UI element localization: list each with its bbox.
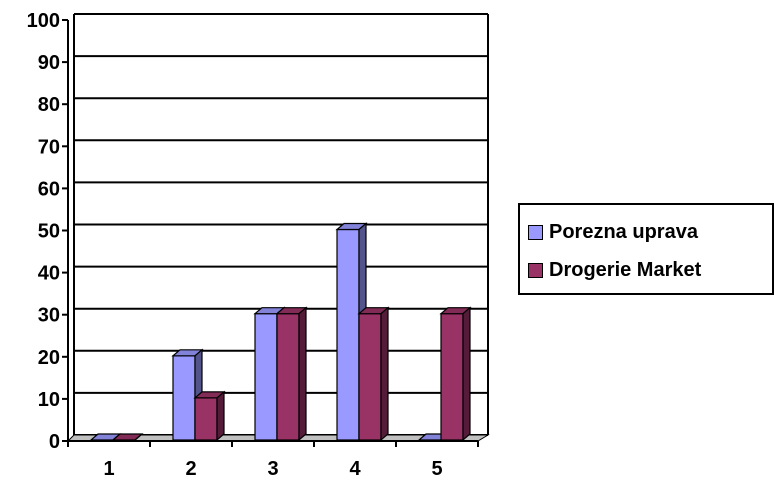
bar <box>193 390 226 442</box>
bar-front <box>194 397 218 441</box>
y-tick-label: 100 <box>27 10 60 32</box>
legend-label: Porezna uprava <box>549 220 698 243</box>
bar <box>439 306 472 442</box>
y-tick-label: 20 <box>38 347 60 369</box>
legend-swatch-drogerie-market <box>528 262 543 278</box>
y-tick-label: 10 <box>38 389 60 411</box>
x-tick-label: 4 <box>349 458 361 480</box>
x-tick-label: 5 <box>431 458 442 480</box>
bar-front <box>358 313 382 441</box>
y-tick-label: 90 <box>38 52 60 74</box>
legend-item-drogerie-market: Drogerie Market <box>528 255 701 285</box>
bar-side <box>216 390 225 442</box>
bar <box>275 306 308 442</box>
bar <box>111 433 144 441</box>
bar-front <box>276 313 300 441</box>
bar-front <box>440 313 464 441</box>
y-tick-label: 50 <box>38 221 60 243</box>
legend-swatch-porezna-uprava <box>528 224 543 240</box>
bar-front <box>254 313 278 441</box>
x-tick-label: 3 <box>267 458 278 480</box>
bar-side <box>462 306 471 442</box>
bar <box>357 306 390 442</box>
y-tick-label: 70 <box>38 136 60 158</box>
bar-front <box>336 228 360 441</box>
legend-item-porezna-uprava: Porezna uprava <box>528 217 698 247</box>
legend: Porezna uprava Drogerie Market <box>518 203 774 295</box>
y-tick-label: 60 <box>38 178 60 200</box>
y-tick-label: 0 <box>49 431 60 453</box>
y-tick-label: 30 <box>38 305 60 327</box>
x-axis-tick-labels: 1 2 3 4 5 <box>103 458 442 480</box>
y-tick-label: 40 <box>38 263 60 285</box>
bar-side <box>298 306 307 442</box>
bars <box>89 222 472 442</box>
x-tick-label: 1 <box>103 458 114 480</box>
bar-front <box>172 355 196 441</box>
x-tick-label: 2 <box>185 458 196 480</box>
bar-side <box>134 433 143 441</box>
legend-label: Drogerie Market <box>549 258 702 281</box>
bar-side <box>380 306 389 442</box>
y-axis-tick-labels: 0 10 20 30 40 50 60 70 80 90 100 <box>27 10 60 453</box>
y-tick-label: 80 <box>38 94 60 116</box>
axes <box>62 19 479 447</box>
